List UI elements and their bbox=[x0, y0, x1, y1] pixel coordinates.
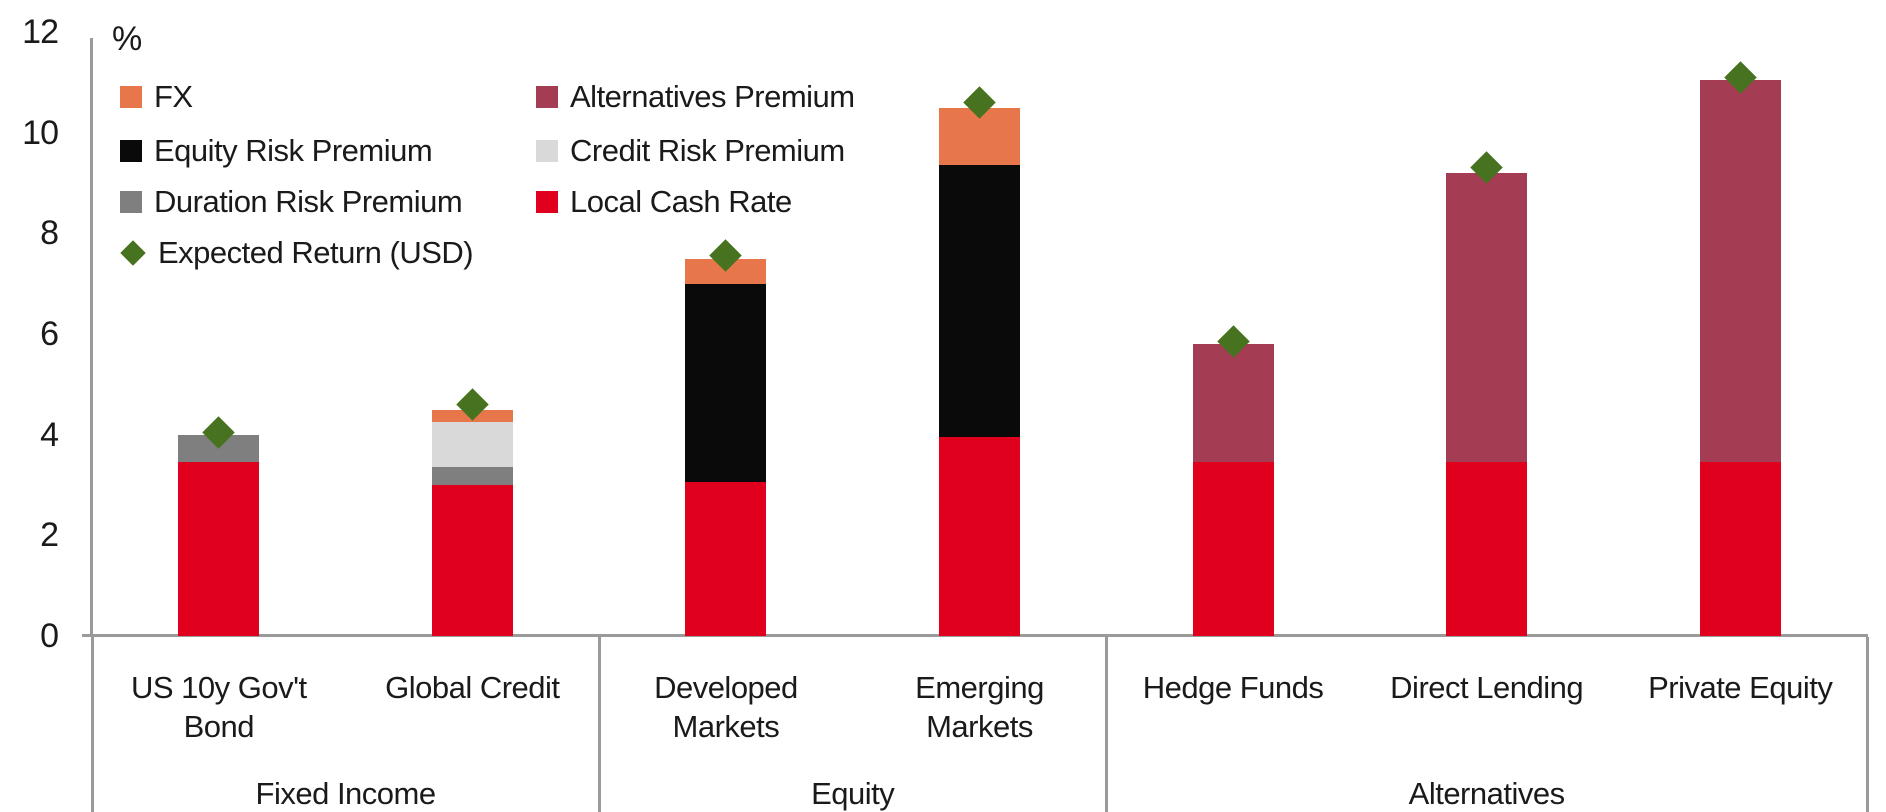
y-axis-tick-label: 0 bbox=[40, 617, 59, 655]
bar-segment-credit_risk_premium bbox=[431, 422, 513, 468]
group-label: Alternatives bbox=[1408, 776, 1565, 811]
legend-item-label: Expected Return (USD) bbox=[158, 235, 474, 270]
category-label: Direct Lending bbox=[1360, 668, 1614, 707]
y-axis-tick-label: 4 bbox=[40, 415, 59, 454]
legend-item-credit_risk_premium: Credit Risk Premium bbox=[536, 133, 845, 169]
category-label-line: Hedge Funds bbox=[1142, 669, 1324, 705]
legend-item-alternatives_premium: Alternatives Premium bbox=[536, 79, 855, 115]
legend-item-fx: FX bbox=[120, 79, 193, 115]
legend-swatch-icon bbox=[120, 191, 142, 213]
legend-item-local_cash_rate: Local Cash Rate bbox=[536, 184, 792, 220]
legend-diamond-icon bbox=[120, 240, 146, 266]
y-axis-tick-label: 12 bbox=[22, 13, 59, 51]
category-label: Private Equity bbox=[1613, 668, 1867, 707]
legend-item-label: Local Cash Rate bbox=[570, 184, 792, 219]
category-label: Hedge Funds bbox=[1106, 668, 1360, 707]
y-axis-tick-label: 8 bbox=[40, 214, 59, 253]
legend-item-equity_risk_premium: Equity Risk Premium bbox=[120, 133, 433, 169]
group-divider-line bbox=[90, 637, 94, 812]
legend-item-label: Equity Risk Premium bbox=[154, 133, 433, 168]
y-axis-line bbox=[89, 38, 93, 637]
category-label: US 10y Gov't Bond bbox=[92, 668, 346, 746]
category-label-line: US 10y Gov't bbox=[130, 669, 307, 705]
legend-swatch-icon bbox=[536, 86, 558, 108]
legend-item-label: Duration Risk Premium bbox=[154, 184, 463, 219]
group-label: Equity bbox=[811, 776, 895, 811]
bar-segment-equity_risk_premium bbox=[685, 283, 767, 483]
bar-segment-local_cash_rate bbox=[431, 485, 513, 636]
category-label-line: Markets bbox=[672, 708, 780, 744]
legend-item-label: FX bbox=[154, 79, 193, 114]
category-label-line: Emerging bbox=[915, 669, 1044, 705]
bar-segment-local_cash_rate bbox=[1192, 462, 1274, 636]
legend-swatch-icon bbox=[120, 140, 142, 162]
bar-segment-local_cash_rate bbox=[685, 482, 767, 636]
group-divider-line bbox=[597, 637, 601, 812]
expected-return-diamond-icon bbox=[120, 240, 146, 266]
group-divider-line bbox=[1865, 637, 1869, 812]
y-axis-unit-label: % bbox=[112, 20, 142, 58]
bar-segment-alternatives_premium bbox=[1192, 344, 1274, 463]
category-label: Emerging Markets bbox=[853, 668, 1107, 746]
y-axis-tick-label: 10 bbox=[22, 113, 59, 152]
group-label: Fixed Income bbox=[255, 776, 437, 811]
bar-segment-equity_risk_premium bbox=[939, 165, 1020, 438]
legend-swatch-icon bbox=[536, 191, 558, 213]
bar-segment-alternatives_premium bbox=[1446, 172, 1528, 463]
legend-item-label: Alternatives Premium bbox=[570, 79, 855, 114]
bar-segment-alternatives_premium bbox=[1699, 79, 1781, 463]
legend-swatch-icon bbox=[120, 86, 142, 108]
category-label-line: Global Credit bbox=[385, 669, 560, 705]
category-label-line: Private Equity bbox=[1648, 669, 1833, 705]
category-label: Global Credit bbox=[346, 668, 600, 707]
legend-item-expected_return: Expected Return (USD) bbox=[120, 235, 474, 271]
y-axis-tick-label: 6 bbox=[40, 315, 59, 353]
category-label-line: Bond bbox=[183, 708, 255, 744]
group-divider-line bbox=[1104, 637, 1108, 812]
legend-item-label: Credit Risk Premium bbox=[570, 133, 845, 168]
bar-segment-local_cash_rate bbox=[939, 437, 1020, 636]
legend-item-duration_risk_premium: Duration Risk Premium bbox=[120, 184, 463, 220]
bar-segment-local_cash_rate bbox=[1446, 462, 1528, 636]
category-label-line: Direct Lending bbox=[1390, 669, 1584, 705]
bar-segment-local_cash_rate bbox=[178, 462, 260, 636]
bar-segment-local_cash_rate bbox=[1699, 462, 1781, 636]
category-label-line: Developed bbox=[654, 669, 798, 705]
category-label: Developed Markets bbox=[599, 668, 853, 746]
bar-segment-duration_risk_premium bbox=[431, 467, 513, 485]
legend-swatch-icon bbox=[536, 140, 558, 162]
y-axis-tick-label: 2 bbox=[40, 516, 59, 555]
category-label-line: Markets bbox=[926, 708, 1033, 744]
